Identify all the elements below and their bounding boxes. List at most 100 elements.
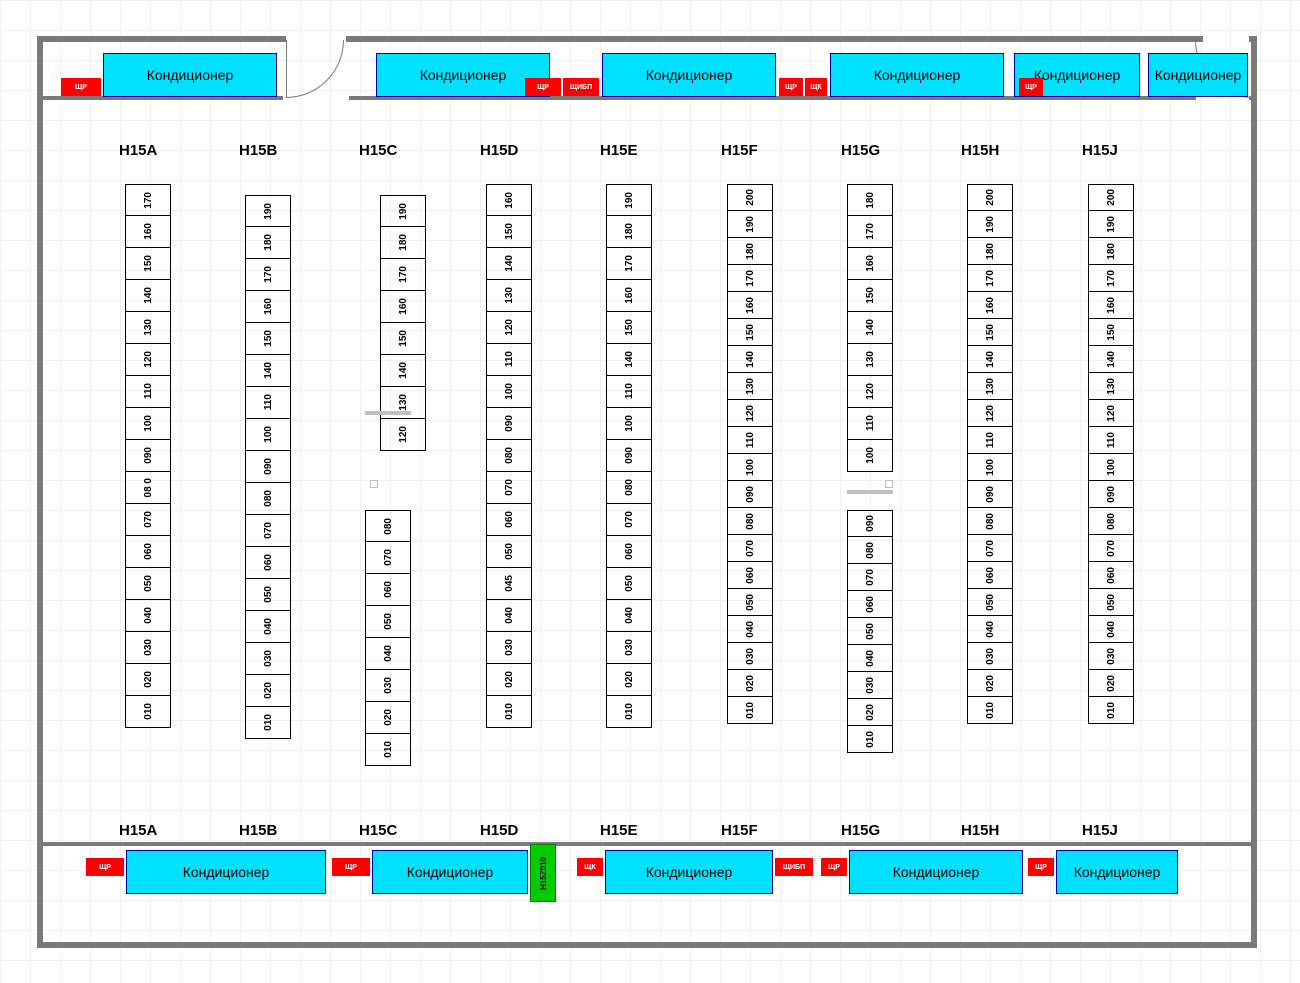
rack-cell[interactable]: 040 — [125, 600, 171, 632]
rack-cell[interactable]: 050 — [727, 589, 773, 616]
rack-cell[interactable]: 010 — [1088, 697, 1134, 724]
rack-cell[interactable]: 080 — [727, 508, 773, 535]
rack-cell[interactable]: 030 — [1088, 643, 1134, 670]
rack-cell[interactable]: 190 — [1088, 211, 1134, 238]
rack-cell[interactable]: 020 — [606, 664, 652, 696]
rack-cell[interactable]: 150 — [1088, 319, 1134, 346]
rack-cell[interactable]: 050 — [1088, 589, 1134, 616]
rack-cell[interactable]: 020 — [245, 675, 291, 707]
rack-cell[interactable]: 080 — [486, 440, 532, 472]
rack-cell[interactable]: 140 — [486, 248, 532, 280]
rack-cell[interactable]: 180 — [1088, 238, 1134, 265]
rack-cell[interactable]: 130 — [847, 344, 893, 376]
rack-cell[interactable]: 080 — [606, 472, 652, 504]
rack-cell[interactable]: 120 — [380, 419, 426, 451]
rack-cell[interactable]: 030 — [847, 672, 893, 699]
rack-cell[interactable]: 170 — [1088, 265, 1134, 292]
green-rack[interactable]: H15Z010 — [530, 844, 556, 902]
rack-cell[interactable]: 170 — [727, 265, 773, 292]
rack-cell[interactable]: 070 — [486, 472, 532, 504]
rack-cell[interactable]: 160 — [606, 280, 652, 312]
rack-cell[interactable]: 180 — [380, 227, 426, 259]
rack-cell[interactable]: 030 — [727, 643, 773, 670]
rack-cell[interactable]: 070 — [245, 515, 291, 547]
rack-cell[interactable]: 170 — [967, 265, 1013, 292]
rack-cell[interactable]: 140 — [245, 355, 291, 387]
rack-cell[interactable]: 160 — [125, 216, 171, 248]
rack-cell[interactable]: 040 — [967, 616, 1013, 643]
rack-cell[interactable]: 030 — [486, 632, 532, 664]
rack-cell[interactable]: 060 — [125, 536, 171, 568]
rack-cell[interactable]: 190 — [967, 211, 1013, 238]
rack-cell[interactable]: 030 — [125, 632, 171, 664]
rack-cell[interactable]: 160 — [380, 291, 426, 323]
rack-cell[interactable]: 130 — [125, 312, 171, 344]
rack-cell[interactable]: 080 — [1088, 508, 1134, 535]
rack-cell[interactable]: 080 — [967, 508, 1013, 535]
rack-cell[interactable]: 045 — [486, 568, 532, 600]
rack-cell[interactable]: 030 — [606, 632, 652, 664]
rack-cell[interactable]: 100 — [727, 454, 773, 481]
rack-cell[interactable]: 090 — [727, 481, 773, 508]
rack-cell[interactable]: 160 — [486, 184, 532, 216]
rack-cell[interactable]: 160 — [245, 291, 291, 323]
rack-cell[interactable]: 060 — [245, 547, 291, 579]
rack-cell[interactable]: 110 — [245, 387, 291, 419]
rack-cell[interactable]: 040 — [727, 616, 773, 643]
rack-cell[interactable]: 180 — [606, 216, 652, 248]
rack-cell[interactable]: 010 — [727, 697, 773, 724]
rack-cell[interactable]: 150 — [606, 312, 652, 344]
rack-cell[interactable]: 190 — [245, 195, 291, 227]
rack-cell[interactable]: 020 — [1088, 670, 1134, 697]
rack-cell[interactable]: 010 — [847, 726, 893, 753]
rack-cell[interactable]: 020 — [847, 699, 893, 726]
rack-cell[interactable]: 110 — [606, 376, 652, 408]
rack-cell[interactable]: 050 — [245, 579, 291, 611]
rack-cell[interactable]: 150 — [486, 216, 532, 248]
rack-cell[interactable]: 070 — [606, 504, 652, 536]
rack-cell[interactable]: 010 — [365, 734, 411, 766]
rack-cell[interactable]: 060 — [1088, 562, 1134, 589]
rack-cell[interactable]: 200 — [727, 184, 773, 211]
rack-cell[interactable]: 070 — [125, 504, 171, 536]
rack-cell[interactable]: 140 — [727, 346, 773, 373]
rack-cell[interactable]: 090 — [245, 451, 291, 483]
rack-cell[interactable]: 010 — [606, 696, 652, 728]
rack-cell[interactable]: 020 — [727, 670, 773, 697]
rack-cell[interactable]: 060 — [727, 562, 773, 589]
rack-cell[interactable]: 140 — [1088, 346, 1134, 373]
rack-cell[interactable]: 150 — [847, 280, 893, 312]
rack-cell[interactable]: 030 — [365, 670, 411, 702]
rack-cell[interactable]: 130 — [486, 280, 532, 312]
rack-cell[interactable]: 180 — [245, 227, 291, 259]
rack-cell[interactable]: 040 — [1088, 616, 1134, 643]
rack-cell[interactable]: 120 — [727, 400, 773, 427]
rack-cell[interactable]: 050 — [486, 536, 532, 568]
rack-cell[interactable]: 100 — [1088, 454, 1134, 481]
rack-cell[interactable]: 120 — [125, 344, 171, 376]
rack-cell[interactable]: 070 — [1088, 535, 1134, 562]
rack-cell[interactable]: 020 — [486, 664, 532, 696]
rack-cell[interactable]: 180 — [727, 238, 773, 265]
rack-cell[interactable]: 140 — [847, 312, 893, 344]
rack-cell[interactable]: 100 — [486, 376, 532, 408]
rack-cell[interactable]: 140 — [967, 346, 1013, 373]
rack-cell[interactable]: 010 — [245, 707, 291, 739]
rack-cell[interactable]: 180 — [967, 238, 1013, 265]
rack-cell[interactable]: 190 — [727, 211, 773, 238]
rack-cell[interactable]: 120 — [1088, 400, 1134, 427]
rack-cell[interactable]: 010 — [486, 696, 532, 728]
rack-cell[interactable]: 050 — [967, 589, 1013, 616]
rack-cell[interactable]: 110 — [847, 408, 893, 440]
rack-cell[interactable]: 170 — [245, 259, 291, 291]
rack-cell[interactable]: 020 — [967, 670, 1013, 697]
rack-cell[interactable]: 150 — [125, 248, 171, 280]
rack-cell[interactable]: 100 — [847, 440, 893, 472]
rack-cell[interactable]: 110 — [1088, 427, 1134, 454]
rack-cell[interactable]: 160 — [1088, 292, 1134, 319]
rack-cell[interactable]: 030 — [967, 643, 1013, 670]
rack-cell[interactable]: 160 — [967, 292, 1013, 319]
rack-cell[interactable]: 080 — [245, 483, 291, 515]
rack-cell[interactable]: 050 — [606, 568, 652, 600]
rack-cell[interactable]: 180 — [847, 184, 893, 216]
